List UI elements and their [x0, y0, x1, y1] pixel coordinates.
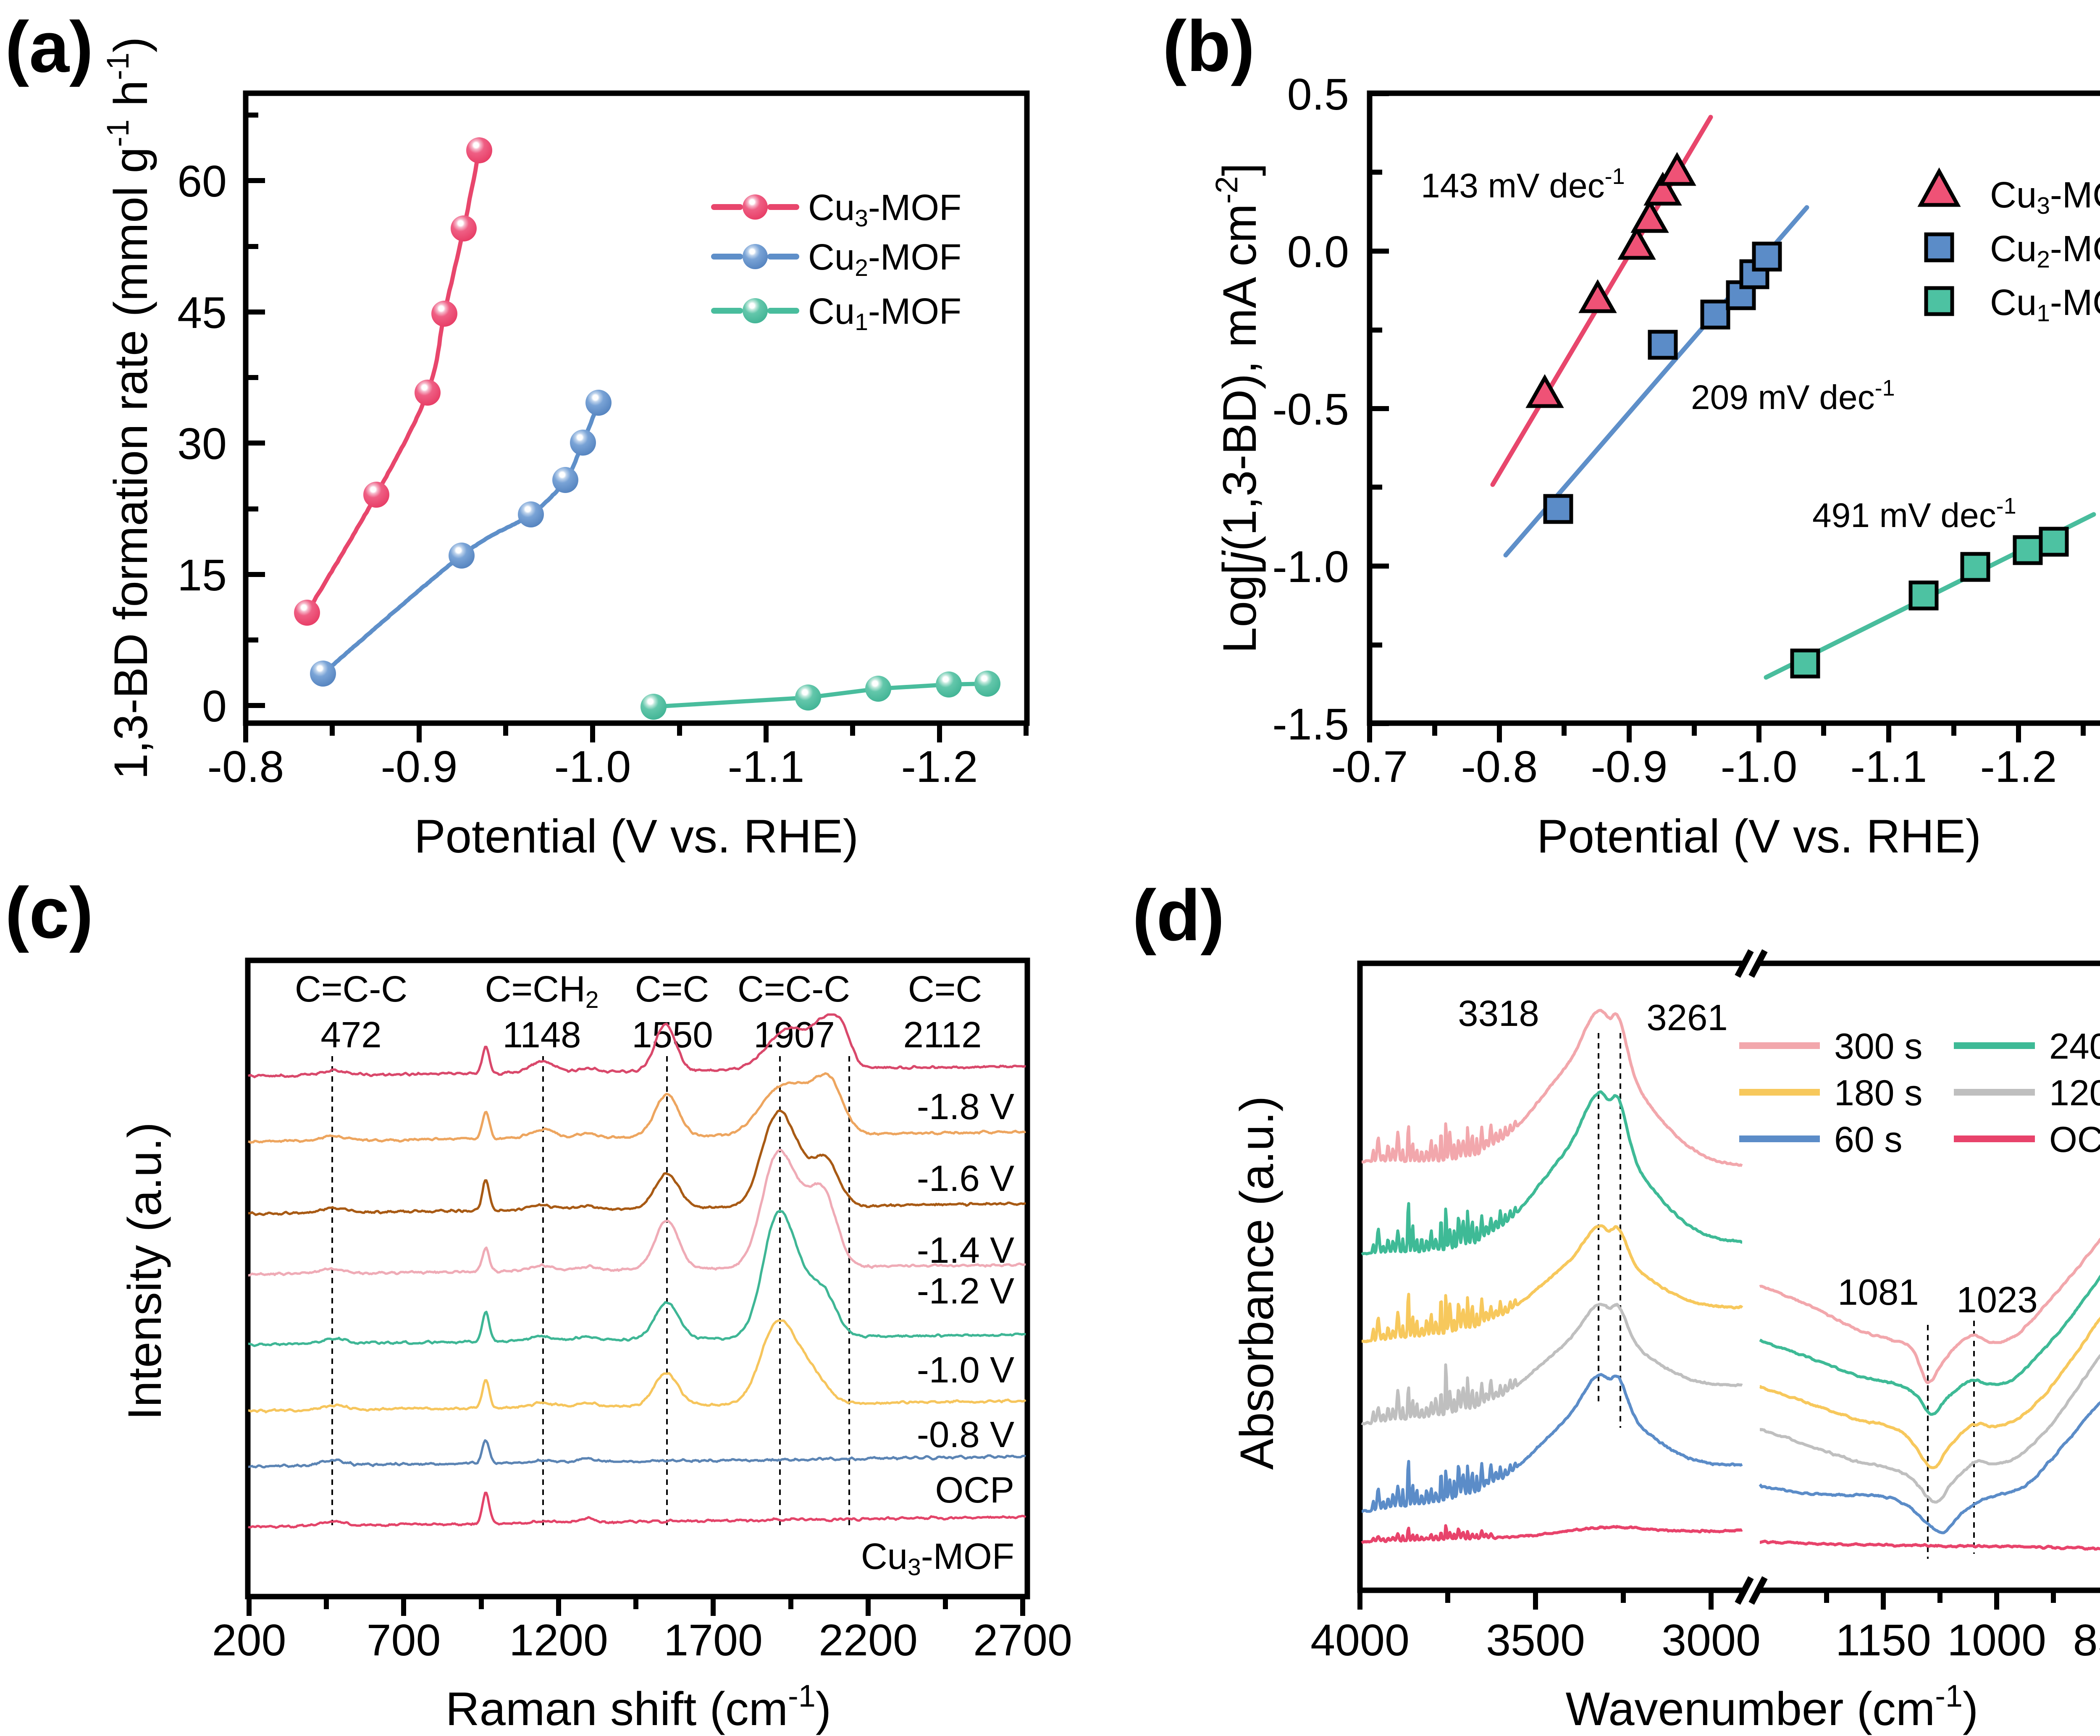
svg-text:491 mV dec-1: 491 mV dec-1: [1812, 493, 2016, 535]
svg-text:850: 850: [2073, 1615, 2100, 1665]
svg-text:1,3-BD formation rate (mmol g-: 1,3-BD formation rate (mmol g-1 h-1): [100, 37, 157, 780]
svg-text:Raman shift (cm-1): Raman shift (cm-1): [446, 1678, 831, 1735]
svg-text:Wavenumber (cm-1): Wavenumber (cm-1): [1566, 1678, 1979, 1735]
svg-text:Absorbance (a.u.): Absorbance (a.u.): [1231, 1096, 1283, 1470]
svg-text:-0.7: -0.7: [1331, 742, 1408, 792]
svg-text:180 s: 180 s: [1834, 1073, 1922, 1113]
svg-text:-1.0: -1.0: [1721, 742, 1798, 792]
svg-text:-0.9: -0.9: [381, 742, 458, 792]
svg-text:4000: 4000: [1310, 1615, 1410, 1665]
svg-text:120 s: 120 s: [2049, 1073, 2100, 1113]
svg-text:1200: 1200: [509, 1615, 608, 1665]
svg-text:240 s: 240 s: [2049, 1026, 2100, 1067]
svg-text:Potential (V vs. RHE): Potential (V vs. RHE): [1537, 810, 1981, 863]
svg-text:2200: 2200: [819, 1615, 918, 1665]
svg-text:60 s: 60 s: [1834, 1120, 1903, 1160]
svg-text:1023: 1023: [1956, 1280, 2038, 1320]
svg-text:1000: 1000: [1947, 1615, 2046, 1665]
svg-text:700: 700: [367, 1615, 441, 1665]
svg-text:(a): (a): [5, 7, 93, 87]
svg-text:C=CH2: C=CH2: [485, 969, 599, 1013]
svg-text:-0.8 V: -0.8 V: [917, 1414, 1014, 1455]
svg-text:3261: 3261: [1646, 997, 1728, 1038]
svg-text:-1.5: -1.5: [1272, 700, 1349, 749]
svg-text:(b): (b): [1163, 6, 1255, 87]
svg-text:Intensity (a.u.): Intensity (a.u.): [118, 1122, 171, 1420]
svg-text:472: 472: [320, 1015, 381, 1055]
svg-text:3000: 3000: [1662, 1615, 1761, 1665]
svg-text:-0.9: -0.9: [1591, 742, 1668, 792]
svg-text:0.0: 0.0: [1287, 227, 1349, 277]
svg-text:C=C-C: C=C-C: [295, 969, 407, 1010]
svg-text:2700: 2700: [973, 1615, 1072, 1665]
svg-text:45: 45: [177, 288, 227, 338]
svg-text:Cu3-MOF: Cu3-MOF: [861, 1536, 1014, 1581]
svg-text:(d): (d): [1132, 875, 1225, 956]
svg-text:0.5: 0.5: [1287, 70, 1349, 119]
svg-text:C=C: C=C: [908, 969, 982, 1010]
svg-text:Cu1-MOF: Cu1-MOF: [808, 291, 961, 336]
svg-text:Log[j(1,3-BD), mA cm-2]: Log[j(1,3-BD), mA cm-2]: [1209, 163, 1266, 653]
svg-text:3318: 3318: [1458, 993, 1539, 1034]
svg-text:-0.5: -0.5: [1272, 385, 1349, 434]
svg-text:-1.0 V: -1.0 V: [917, 1350, 1014, 1390]
svg-text:200: 200: [212, 1615, 286, 1665]
svg-text:1081: 1081: [1838, 1272, 1919, 1313]
svg-text:-0.8: -0.8: [207, 742, 284, 792]
svg-text:OCP: OCP: [2049, 1120, 2100, 1160]
svg-text:-1.0: -1.0: [1272, 542, 1349, 592]
svg-text:OCP: OCP: [935, 1470, 1014, 1510]
svg-text:-1.2: -1.2: [1980, 742, 2057, 792]
svg-text:-1.8 V: -1.8 V: [917, 1086, 1014, 1127]
svg-text:-1.1: -1.1: [1851, 742, 1927, 792]
svg-text:-1.6 V: -1.6 V: [917, 1158, 1014, 1199]
svg-text:-0.8: -0.8: [1461, 742, 1538, 792]
svg-text:Cu1-MOF: Cu1-MOF: [1990, 282, 2100, 327]
svg-text:0: 0: [202, 682, 227, 731]
svg-text:1700: 1700: [664, 1615, 763, 1665]
svg-text:-1.2: -1.2: [901, 742, 978, 792]
svg-text:300 s: 300 s: [1834, 1026, 1922, 1067]
svg-text:15: 15: [177, 551, 227, 600]
svg-text:-1.0: -1.0: [554, 742, 631, 792]
svg-text:Cu3-MOF: Cu3-MOF: [808, 187, 961, 232]
svg-text:209 mV dec-1: 209 mV dec-1: [1691, 375, 1895, 417]
svg-text:30: 30: [177, 419, 227, 469]
svg-text:1148: 1148: [502, 1015, 581, 1055]
svg-text:2112: 2112: [903, 1015, 982, 1055]
svg-text:Potential (V vs. RHE): Potential (V vs. RHE): [414, 810, 858, 863]
svg-text:Cu2-MOF: Cu2-MOF: [1990, 228, 2100, 273]
svg-text:C=C-C: C=C-C: [738, 969, 850, 1010]
svg-text:-1.1: -1.1: [728, 742, 805, 792]
svg-text:-1.2 V: -1.2 V: [917, 1271, 1014, 1311]
svg-text:(c): (c): [5, 873, 93, 953]
svg-text:Cu2-MOF: Cu2-MOF: [808, 237, 961, 281]
svg-text:3500: 3500: [1486, 1615, 1585, 1665]
svg-text:60: 60: [177, 157, 227, 206]
svg-text:C=C: C=C: [635, 969, 709, 1010]
svg-text:1150: 1150: [1835, 1615, 1931, 1665]
svg-text:143 mV dec-1: 143 mV dec-1: [1421, 164, 1625, 205]
